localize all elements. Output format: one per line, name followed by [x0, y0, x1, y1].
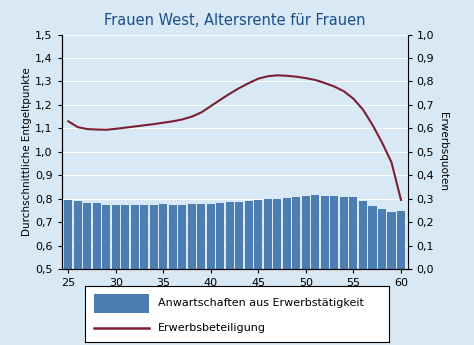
Bar: [207, 204, 215, 269]
Bar: [255, 200, 263, 269]
Bar: [64, 200, 73, 269]
Bar: [150, 205, 158, 269]
Bar: [273, 199, 282, 269]
Bar: [292, 197, 301, 269]
Bar: [74, 201, 82, 269]
Bar: [178, 205, 186, 269]
Bar: [93, 204, 101, 269]
Bar: [112, 205, 120, 269]
Bar: [330, 196, 338, 269]
Bar: [197, 204, 205, 269]
Bar: [321, 196, 329, 269]
X-axis label: Alter: Alter: [220, 291, 249, 304]
Bar: [387, 211, 395, 269]
Bar: [302, 196, 310, 269]
Bar: [359, 201, 367, 269]
Bar: [368, 206, 376, 269]
Bar: [245, 200, 253, 269]
Bar: [264, 199, 272, 269]
Bar: [188, 204, 196, 269]
Bar: [226, 203, 234, 269]
Bar: [131, 205, 139, 269]
Bar: [159, 204, 167, 269]
Bar: [311, 195, 319, 269]
Bar: [340, 197, 348, 269]
Bar: [83, 203, 91, 269]
Bar: [349, 197, 357, 269]
Y-axis label: Erwerbsquoten: Erwerbsquoten: [438, 112, 448, 191]
Bar: [94, 294, 149, 313]
Bar: [397, 211, 405, 269]
Bar: [102, 205, 110, 269]
Bar: [283, 198, 291, 269]
Bar: [378, 209, 386, 269]
Text: Anwartschaften aus Erwerbstätigkeit: Anwartschaften aus Erwerbstätigkeit: [158, 298, 364, 308]
Text: Erwerbsbeteiligung: Erwerbsbeteiligung: [158, 323, 266, 333]
Bar: [169, 205, 177, 269]
Bar: [140, 205, 148, 269]
Bar: [236, 202, 244, 269]
Title: Frauen West, Altersrente für Frauen: Frauen West, Altersrente für Frauen: [104, 13, 365, 28]
Bar: [121, 205, 129, 269]
Y-axis label: Durchschnittliche Entgeltpunkte: Durchschnittliche Entgeltpunkte: [22, 67, 32, 236]
Bar: [216, 203, 224, 269]
